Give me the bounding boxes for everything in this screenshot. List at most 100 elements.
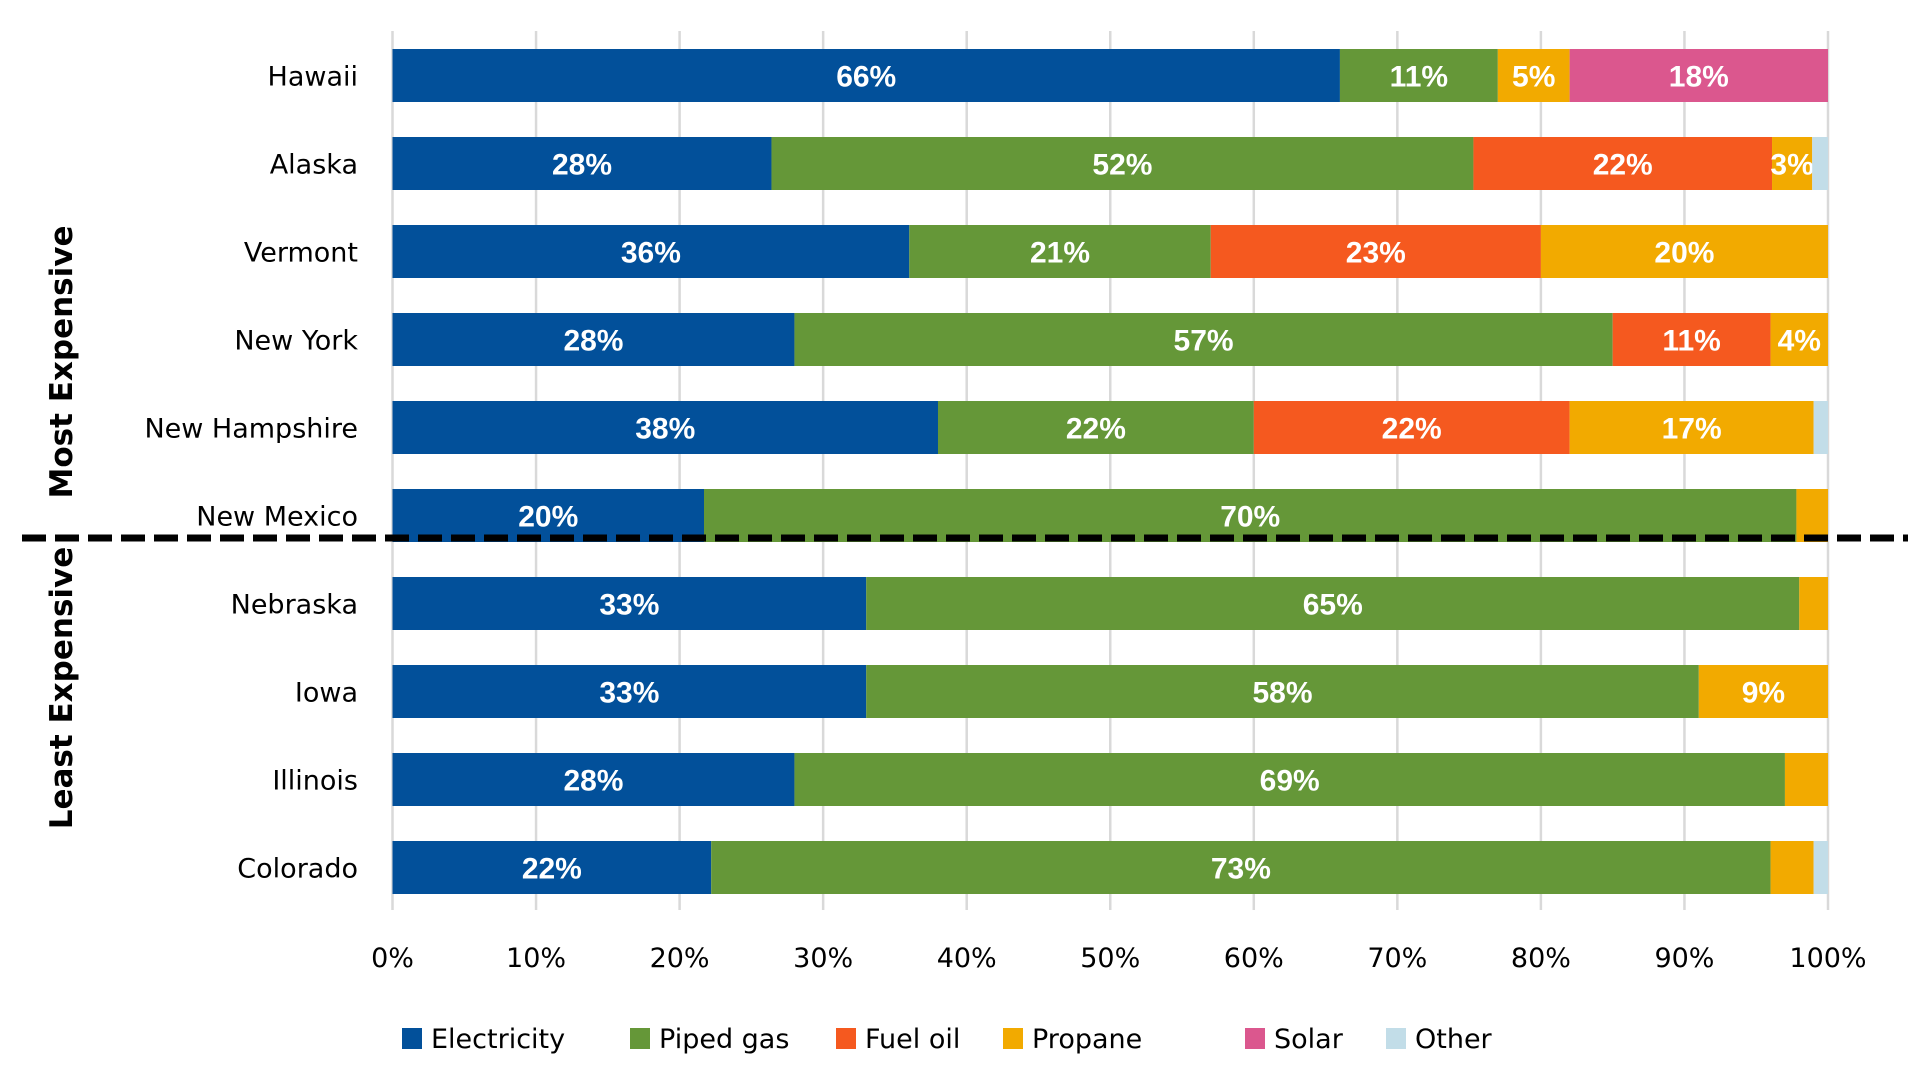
data-label: 73%	[1211, 853, 1271, 886]
bar-segment-propane	[1772, 137, 1813, 190]
legend-swatch	[836, 1028, 856, 1049]
x-tick-label: 80%	[1511, 943, 1571, 974]
category-label: Hawaii	[268, 62, 358, 93]
data-label: 5%	[1512, 61, 1555, 94]
bar-segment-solar	[1569, 49, 1828, 102]
bar-segment-electricity	[392, 49, 1340, 102]
bars: 66% 11% 5% 18% 28% 52% 22% 3% 36% 21% 23% 20% 28% 57%…	[392, 49, 1828, 894]
bar-new-mexico: 20% 70%	[392, 489, 1828, 542]
bar-segment-other	[1812, 137, 1828, 190]
bar-segment-piped-gas	[909, 225, 1211, 278]
data-label: 38%	[635, 413, 695, 446]
bar-segment-piped-gas	[704, 489, 1797, 542]
bar-segment-electricity	[392, 665, 867, 718]
legend-item-piped-gas: Piped gas	[630, 1024, 789, 1055]
data-label: 22%	[1382, 413, 1442, 446]
bar-segment-propane	[1569, 401, 1814, 454]
data-label: 28%	[552, 149, 612, 182]
legend: Electricity Piped gas Fuel oil Propane Solar…	[402, 1024, 1493, 1055]
bar-iowa: 33% 58% 9%	[392, 665, 1828, 718]
bar-segment-propane	[1770, 313, 1828, 366]
bar-segment-fuel-oil	[1612, 313, 1771, 366]
bar-segment-electricity	[392, 577, 867, 630]
bar-segment-piped-gas	[794, 753, 1785, 806]
legend-item-solar: Solar	[1245, 1024, 1344, 1055]
bar-segment-piped-gas	[794, 313, 1613, 366]
group-label: Most Expensive	[44, 226, 80, 499]
data-label: 21%	[1030, 237, 1090, 270]
bar-segment-piped-gas	[1339, 49, 1498, 102]
bar-segment-electricity	[392, 401, 938, 454]
data-label: 69%	[1260, 765, 1320, 798]
bar-colorado: 22% 73%	[392, 841, 1828, 894]
data-label: 18%	[1669, 61, 1729, 94]
bar-segment-electricity	[392, 313, 795, 366]
data-label: 20%	[1654, 237, 1714, 270]
bar-segment-propane	[1796, 489, 1828, 542]
category-label: Iowa	[295, 678, 358, 709]
data-label: 17%	[1662, 413, 1722, 446]
data-label: 22%	[1593, 149, 1653, 182]
category-label: Vermont	[244, 238, 358, 269]
x-tick-label: 0%	[371, 943, 414, 974]
data-label: 4%	[1778, 325, 1821, 358]
legend-label: Fuel oil	[865, 1024, 960, 1055]
data-label: 28%	[563, 325, 623, 358]
data-label: 57%	[1174, 325, 1234, 358]
bar-hawaii: 66% 11% 5% 18%	[392, 49, 1828, 102]
data-label: 58%	[1252, 677, 1312, 710]
category-label: New Mexico	[196, 502, 358, 533]
bar-segment-electricity	[392, 841, 712, 894]
bar-segment-piped-gas	[937, 401, 1254, 454]
x-tick-label: 40%	[937, 943, 997, 974]
data-label: 22%	[1066, 413, 1126, 446]
data-label: 9%	[1742, 677, 1785, 710]
category-label: Alaska	[270, 150, 358, 181]
x-tick-label: 30%	[793, 943, 853, 974]
x-tick-label: 50%	[1080, 943, 1140, 974]
bar-segment-other	[1813, 401, 1828, 454]
x-tick-label: 20%	[650, 943, 710, 974]
legend-swatch	[630, 1028, 650, 1049]
legend-swatch	[1003, 1028, 1023, 1049]
x-tick-label: 10%	[506, 943, 566, 974]
category-label: New Hampshire	[144, 414, 358, 445]
legend-item-electricity: Electricity	[402, 1024, 565, 1055]
data-label: 28%	[563, 765, 623, 798]
bar-segment-piped-gas	[866, 577, 1800, 630]
bar-segment-propane	[1698, 665, 1828, 718]
bar-vermont: 36% 21% 23% 20%	[392, 225, 1828, 278]
x-tick-label: 70%	[1367, 943, 1427, 974]
bar-segment-electricity	[392, 225, 910, 278]
legend-swatch	[1386, 1028, 1406, 1049]
bar-new-york: 28% 57% 11% 4%	[392, 313, 1828, 366]
bar-segment-electricity	[392, 137, 772, 190]
x-tick-label: 90%	[1654, 943, 1714, 974]
data-label: 23%	[1346, 237, 1406, 270]
bar-segment-electricity	[392, 489, 705, 542]
category-labels: Hawaii Alaska Vermont New York New Hampshire…	[144, 62, 358, 885]
bar-segment-piped-gas	[771, 137, 1474, 190]
data-label: 20%	[518, 501, 578, 534]
data-label: 33%	[599, 589, 659, 622]
legend-label: Propane	[1032, 1024, 1142, 1055]
legend-item-propane: Propane	[1003, 1024, 1142, 1055]
legend-item-other: Other	[1386, 1024, 1493, 1055]
data-label: 36%	[621, 237, 681, 270]
data-label: 22%	[522, 853, 582, 886]
group-labels: Most Expensive Least Expensive	[44, 226, 80, 830]
bar-segment-fuel-oil	[1253, 401, 1570, 454]
bar-segment-piped-gas	[711, 841, 1771, 894]
x-axis-tick-labels: 0% 10% 20% 30% 40% 50% 60% 70% 80% 90% 100%	[371, 943, 1867, 974]
bar-nebraska: 33% 65%	[392, 577, 1828, 630]
bar-segment-propane	[1497, 49, 1570, 102]
category-label: New York	[234, 326, 358, 357]
x-tick-label: 60%	[1224, 943, 1284, 974]
category-label: Illinois	[272, 766, 358, 797]
category-label: Colorado	[237, 854, 358, 885]
bar-segment-propane	[1770, 841, 1814, 894]
legend-item-fuel-oil: Fuel oil	[836, 1024, 960, 1055]
bar-segment-electricity	[392, 753, 795, 806]
data-label: 3%	[1770, 149, 1813, 182]
